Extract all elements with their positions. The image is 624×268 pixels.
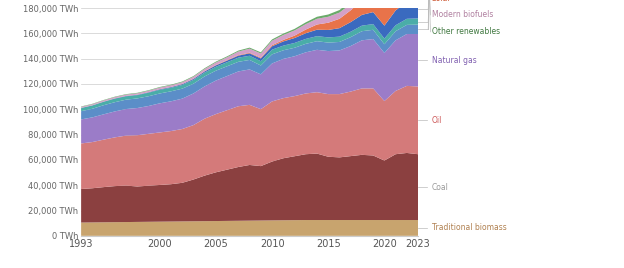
Text: Traditional biomass: Traditional biomass	[432, 224, 506, 232]
Text: Coal: Coal	[432, 183, 449, 192]
Text: Natural gas: Natural gas	[432, 56, 476, 65]
Text: Oil: Oil	[432, 116, 442, 125]
Text: Modern biofuels: Modern biofuels	[432, 10, 493, 19]
Text: Solar: Solar	[432, 0, 451, 2]
Text: Other renewables: Other renewables	[432, 27, 500, 36]
